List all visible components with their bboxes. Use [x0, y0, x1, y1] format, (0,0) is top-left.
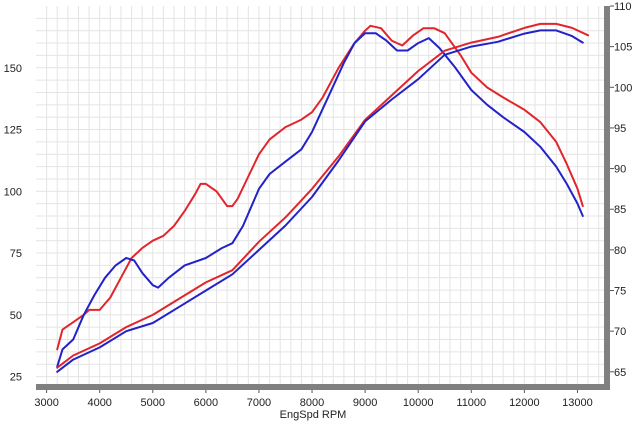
right-y-tick-label: 65 [614, 367, 626, 379]
series-line-3 [56, 22, 590, 369]
series-line-2 [56, 32, 584, 368]
x-tick-label: 9000 [353, 397, 377, 409]
right-y-tick-label: 85 [614, 204, 626, 216]
x-tick-label: 10000 [403, 397, 434, 409]
right-y-axis-ticks: 65 70 75 80 85 90 95 100 105 110 [610, 1, 632, 379]
gridlines [36, 6, 604, 384]
left-y-tick-label: 150 [4, 63, 22, 75]
x-tick-label: 3000 [34, 397, 58, 409]
x-tick-label: 8000 [300, 397, 324, 409]
x-axis-title: EngSpd RPM [280, 409, 347, 421]
x-axis-ticks: 3000 4000 5000 6000 7000 8000 9000 10000 11000 12… [34, 390, 593, 409]
x-tick-label: 4000 [87, 397, 111, 409]
series-lines [56, 22, 590, 373]
right-y-tick-label: 80 [614, 245, 626, 257]
x-tick-label: 11000 [456, 397, 486, 409]
right-y-tick-label: 90 [614, 164, 626, 176]
x-tick-label: 5000 [141, 397, 165, 409]
plot-frame [36, 6, 610, 390]
left-y-axis-ticks: 25 50 75 100 125 150 [4, 63, 22, 384]
series-line-4 [56, 29, 584, 373]
right-y-tick-label: 105 [614, 42, 632, 54]
right-axis-bar [604, 6, 610, 390]
left-y-tick-label: 75 [10, 248, 22, 260]
x-tick-label: 6000 [194, 397, 218, 409]
x-tick-label: 13000 [562, 397, 593, 409]
x-tick-label: 7000 [247, 397, 271, 409]
right-y-tick-label: 110 [614, 1, 632, 13]
left-y-tick-label: 125 [4, 125, 22, 137]
series-line-1 [56, 24, 584, 351]
left-y-tick-label: 50 [10, 310, 22, 322]
right-y-tick-label: 75 [614, 286, 626, 298]
x-axis-bar [36, 384, 610, 390]
x-tick-label: 12000 [509, 397, 540, 409]
right-y-tick-label: 70 [614, 326, 626, 338]
left-y-tick-label: 100 [4, 186, 22, 198]
right-y-tick-label: 100 [614, 82, 632, 94]
right-y-tick-label: 95 [614, 123, 626, 135]
left-y-tick-label: 25 [10, 372, 22, 384]
